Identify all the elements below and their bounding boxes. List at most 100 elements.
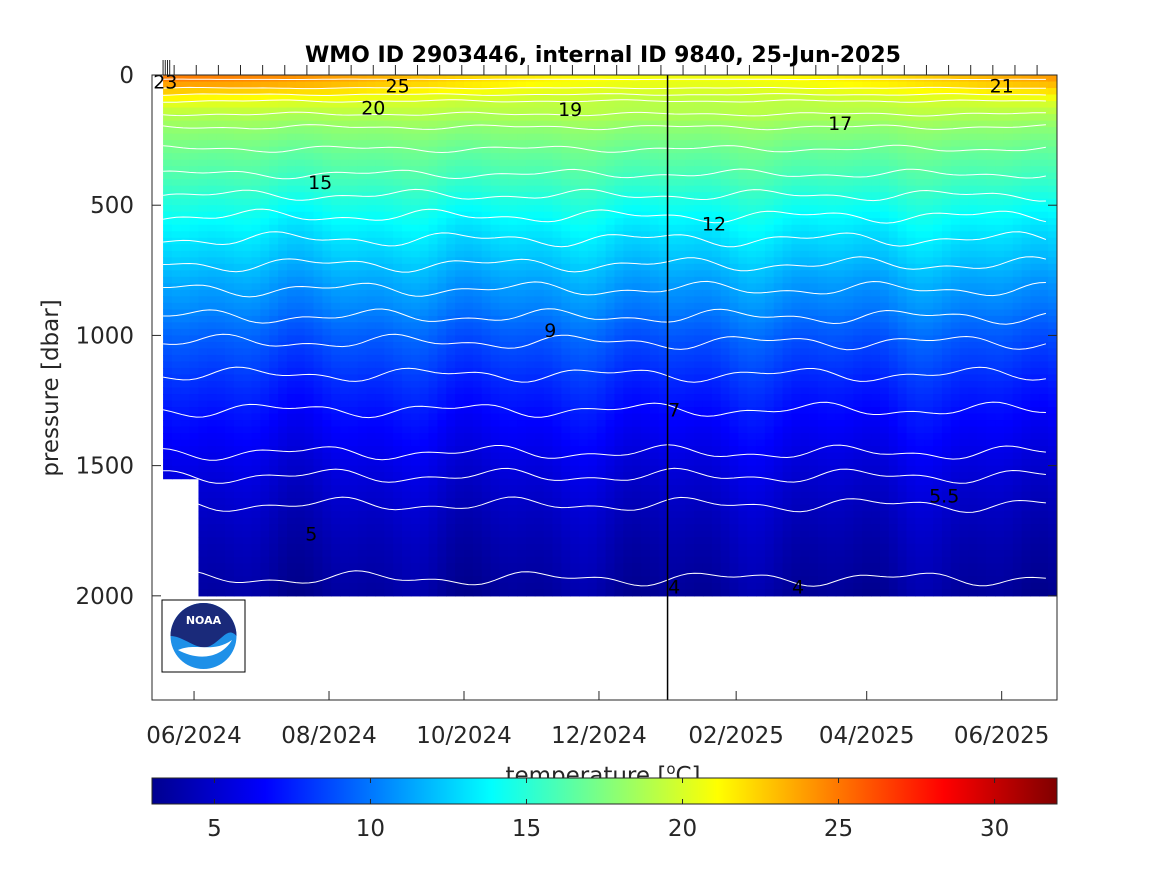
heat-cell (702, 114, 713, 122)
heat-cell (242, 283, 253, 291)
heat-cell (260, 530, 270, 538)
heat-cell (667, 127, 678, 135)
heat-cell (286, 133, 297, 141)
heat-cell (313, 374, 323, 382)
heat-cell (658, 140, 669, 148)
heat-cell (570, 478, 580, 486)
heat-cell (711, 491, 722, 499)
heat-cell (702, 387, 713, 395)
heat-cell (614, 400, 624, 408)
heat-cell (694, 159, 704, 167)
heat-cell (384, 153, 394, 161)
heat-cell (278, 504, 288, 512)
heat-cell (269, 218, 279, 226)
heat-cell (198, 354, 208, 363)
heat-cell (304, 524, 315, 532)
heat-cell (278, 387, 288, 395)
heat-cell (313, 556, 323, 564)
heat-cell (605, 439, 616, 447)
heat-cell (402, 491, 412, 499)
heat-cell (490, 387, 500, 395)
heat-cell (207, 322, 217, 330)
heat-cell (525, 237, 536, 245)
heat-cell (702, 491, 713, 499)
heat-cell (189, 459, 200, 467)
heat-cell (295, 276, 306, 284)
heat-cell (676, 322, 686, 330)
heat-cell (331, 582, 341, 590)
heat-cell (676, 335, 686, 343)
heat-cell (375, 433, 385, 441)
heat-cell (596, 394, 607, 402)
heat-cell (694, 452, 704, 460)
heat-cell (419, 569, 430, 577)
heat-cell (384, 185, 394, 193)
heat-cell (437, 582, 447, 590)
heat-cell (623, 224, 633, 232)
heat-cell (419, 192, 430, 200)
heat-cell (366, 322, 377, 330)
heat-cell (446, 140, 456, 148)
heat-cell (694, 433, 704, 441)
heat-cell (393, 394, 403, 402)
heat-cell (481, 211, 492, 219)
heat-cell (552, 582, 562, 590)
heat-cell (455, 218, 465, 226)
heat-cell (667, 88, 678, 96)
heat-cell (357, 328, 368, 337)
heat-cell (198, 563, 208, 571)
heat-cell (322, 407, 332, 415)
heat-cell (251, 146, 262, 154)
heat-cell (251, 81, 262, 89)
heat-cell (702, 569, 713, 577)
heat-cell (340, 400, 350, 408)
heat-cell (340, 224, 350, 232)
heat-cell (286, 120, 297, 128)
heat-cell (225, 263, 235, 271)
heat-cell (463, 205, 474, 213)
heat-cell (313, 88, 323, 96)
heat-cell (552, 556, 562, 564)
heat-cell (561, 582, 571, 590)
heat-cell (711, 556, 722, 564)
heat-cell (543, 322, 554, 330)
heat-cell (340, 302, 350, 310)
heat-cell (632, 289, 642, 297)
heat-cell (260, 322, 270, 330)
heat-cell (366, 296, 377, 304)
heat-cell (685, 127, 695, 135)
heat-cell (251, 114, 262, 122)
heat-cell (251, 380, 262, 389)
heat-cell (702, 192, 713, 200)
heat-cell (207, 517, 217, 525)
heat-cell (233, 88, 244, 96)
heat-cell (658, 407, 669, 415)
heat-cell (455, 159, 465, 167)
heat-cell (463, 153, 474, 161)
heat-cell (366, 263, 377, 271)
heat-cell (260, 328, 270, 337)
heat-cell (702, 589, 713, 597)
heat-cell (446, 394, 456, 402)
heat-cell (304, 550, 315, 558)
heat-cell (357, 433, 368, 441)
heat-cell (366, 530, 377, 538)
heat-cell (304, 289, 315, 297)
heat-cell (242, 400, 253, 408)
heat-cell (499, 387, 509, 395)
heat-cell (242, 563, 253, 571)
heat-cell (384, 315, 394, 323)
heat-cell (428, 556, 439, 564)
heat-cell (499, 101, 509, 109)
heat-cell (216, 472, 226, 480)
heat-cell (694, 511, 704, 519)
heat-cell (189, 133, 200, 141)
heat-cell (561, 439, 571, 447)
heat-cell (286, 511, 297, 519)
heat-cell (525, 133, 536, 141)
heat-cell (242, 120, 253, 128)
heat-cell (216, 380, 226, 389)
heat-cell (694, 530, 704, 538)
heat-cell (348, 380, 359, 389)
heat-cell (455, 530, 465, 538)
